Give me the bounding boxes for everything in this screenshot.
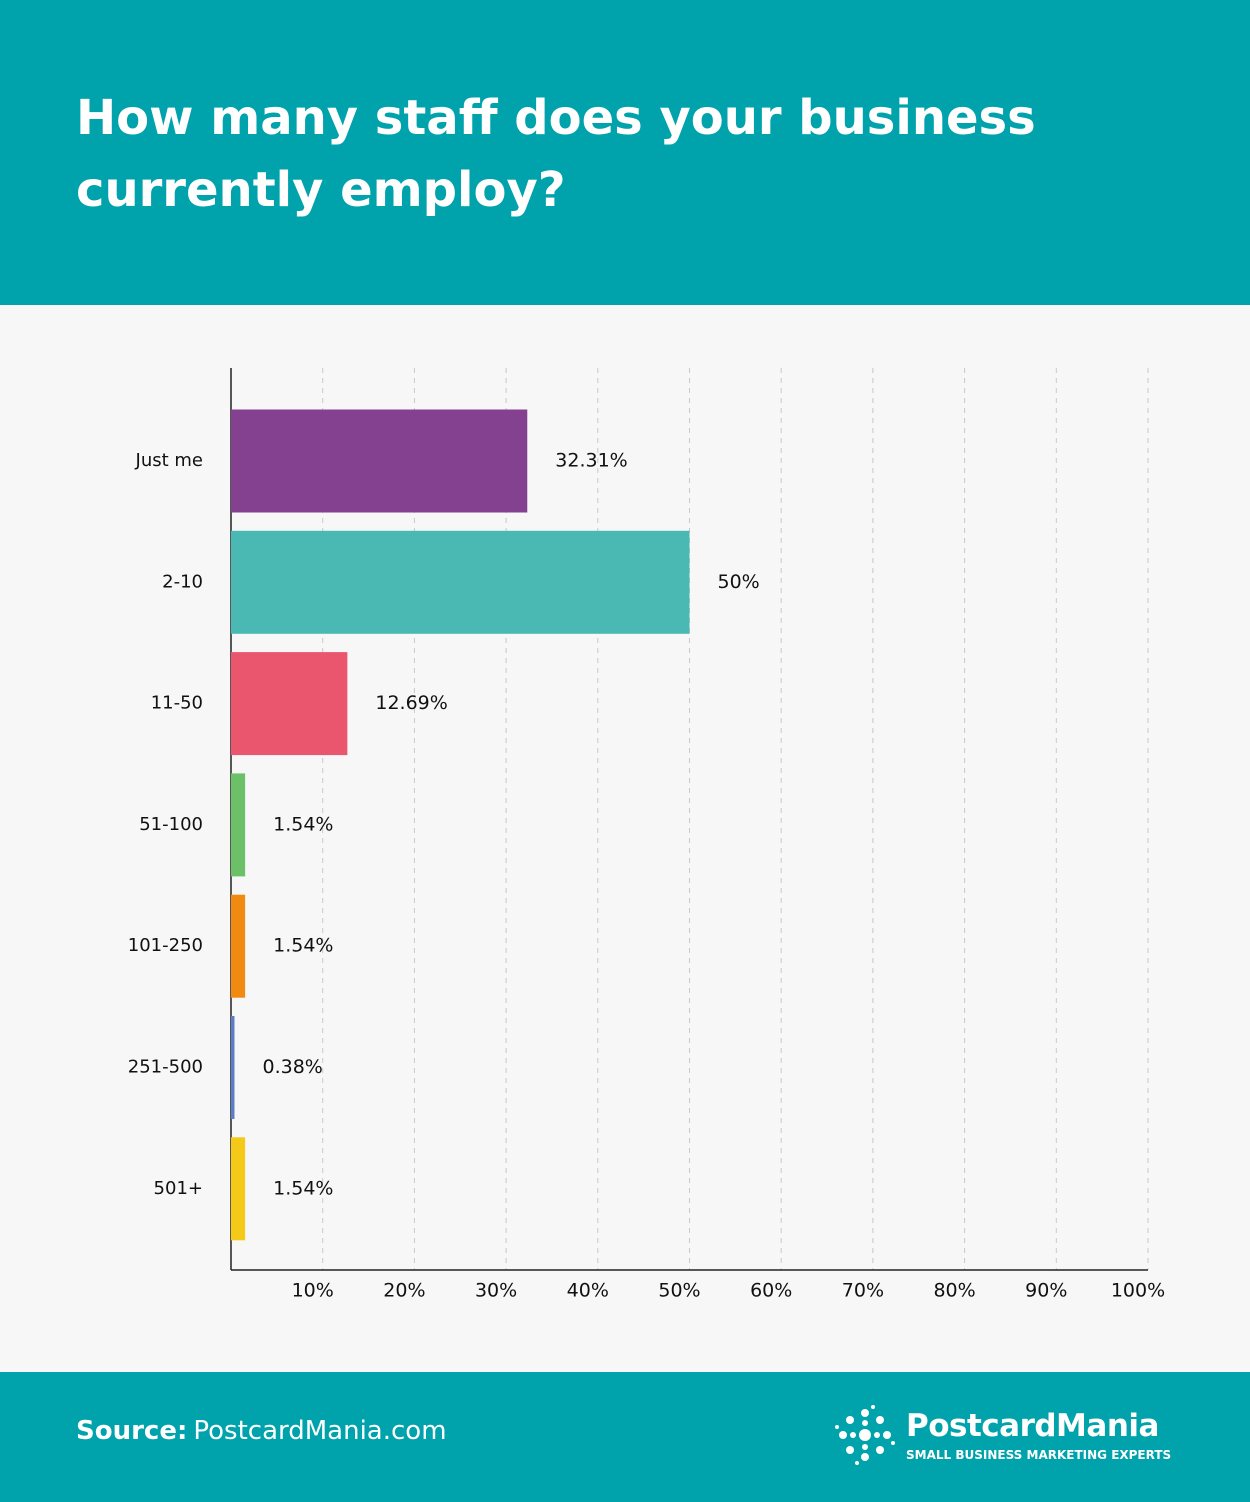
data-label: 32.31% [555, 450, 627, 472]
data-label: 50% [718, 571, 760, 593]
data-label: 12.69% [375, 692, 447, 714]
logo: PostcardMania SMALL BUSINESS MARKETING E… [832, 1402, 1192, 1472]
logo-tagline: SMALL BUSINESS MARKETING EXPERTS [906, 1448, 1172, 1462]
y-tick-label: 2-10 [162, 571, 203, 592]
logo-icon [835, 1405, 895, 1465]
footer: Source: PostcardMania.com PostcardMania S… [0, 1372, 1250, 1502]
x-tick-label: 100% [1111, 1280, 1165, 1302]
x-tick-label: 60% [750, 1280, 792, 1302]
data-label: 1.54% [273, 813, 333, 835]
bar [231, 773, 246, 877]
x-tick-label: 70% [842, 1280, 884, 1302]
data-label: 1.54% [273, 935, 333, 957]
logo-name: PostcardMania [906, 1408, 1159, 1444]
bar [231, 1137, 246, 1241]
x-tick-label: 80% [933, 1280, 975, 1302]
x-tick-label: 90% [1025, 1280, 1067, 1302]
chart-title: How many staff does your business curren… [76, 90, 1036, 218]
bar [231, 894, 246, 998]
bar [231, 652, 348, 756]
x-tick-label: 10% [292, 1280, 334, 1302]
bar [231, 1016, 235, 1119]
header: How many staff does your business curren… [0, 0, 1250, 305]
bar [231, 409, 528, 513]
y-tick-label: 51-100 [139, 814, 203, 835]
x-tick-label: 50% [658, 1280, 700, 1302]
x-tick-label: 20% [383, 1280, 425, 1302]
data-label: 1.54% [273, 1177, 333, 1199]
source: Source: PostcardMania.com [76, 1416, 447, 1446]
bar [231, 530, 690, 634]
y-tick-label: 101-250 [128, 935, 203, 956]
source-text: PostcardMania.com [193, 1416, 447, 1446]
source-label: Source: [76, 1416, 188, 1446]
data-label: 0.38% [262, 1056, 322, 1078]
x-tick-label: 40% [567, 1280, 609, 1302]
y-tick-label: 11-50 [151, 693, 203, 714]
y-tick-label: 251-500 [128, 1057, 203, 1078]
y-tick-label: 501+ [154, 1178, 203, 1199]
chart: 10% 20% 30% 40% 50% 60% 70% 80% 90% 100% Just me 32… [128, 368, 1165, 1302]
y-tick-label: Just me [135, 450, 203, 471]
x-tick-label: 30% [475, 1280, 517, 1302]
